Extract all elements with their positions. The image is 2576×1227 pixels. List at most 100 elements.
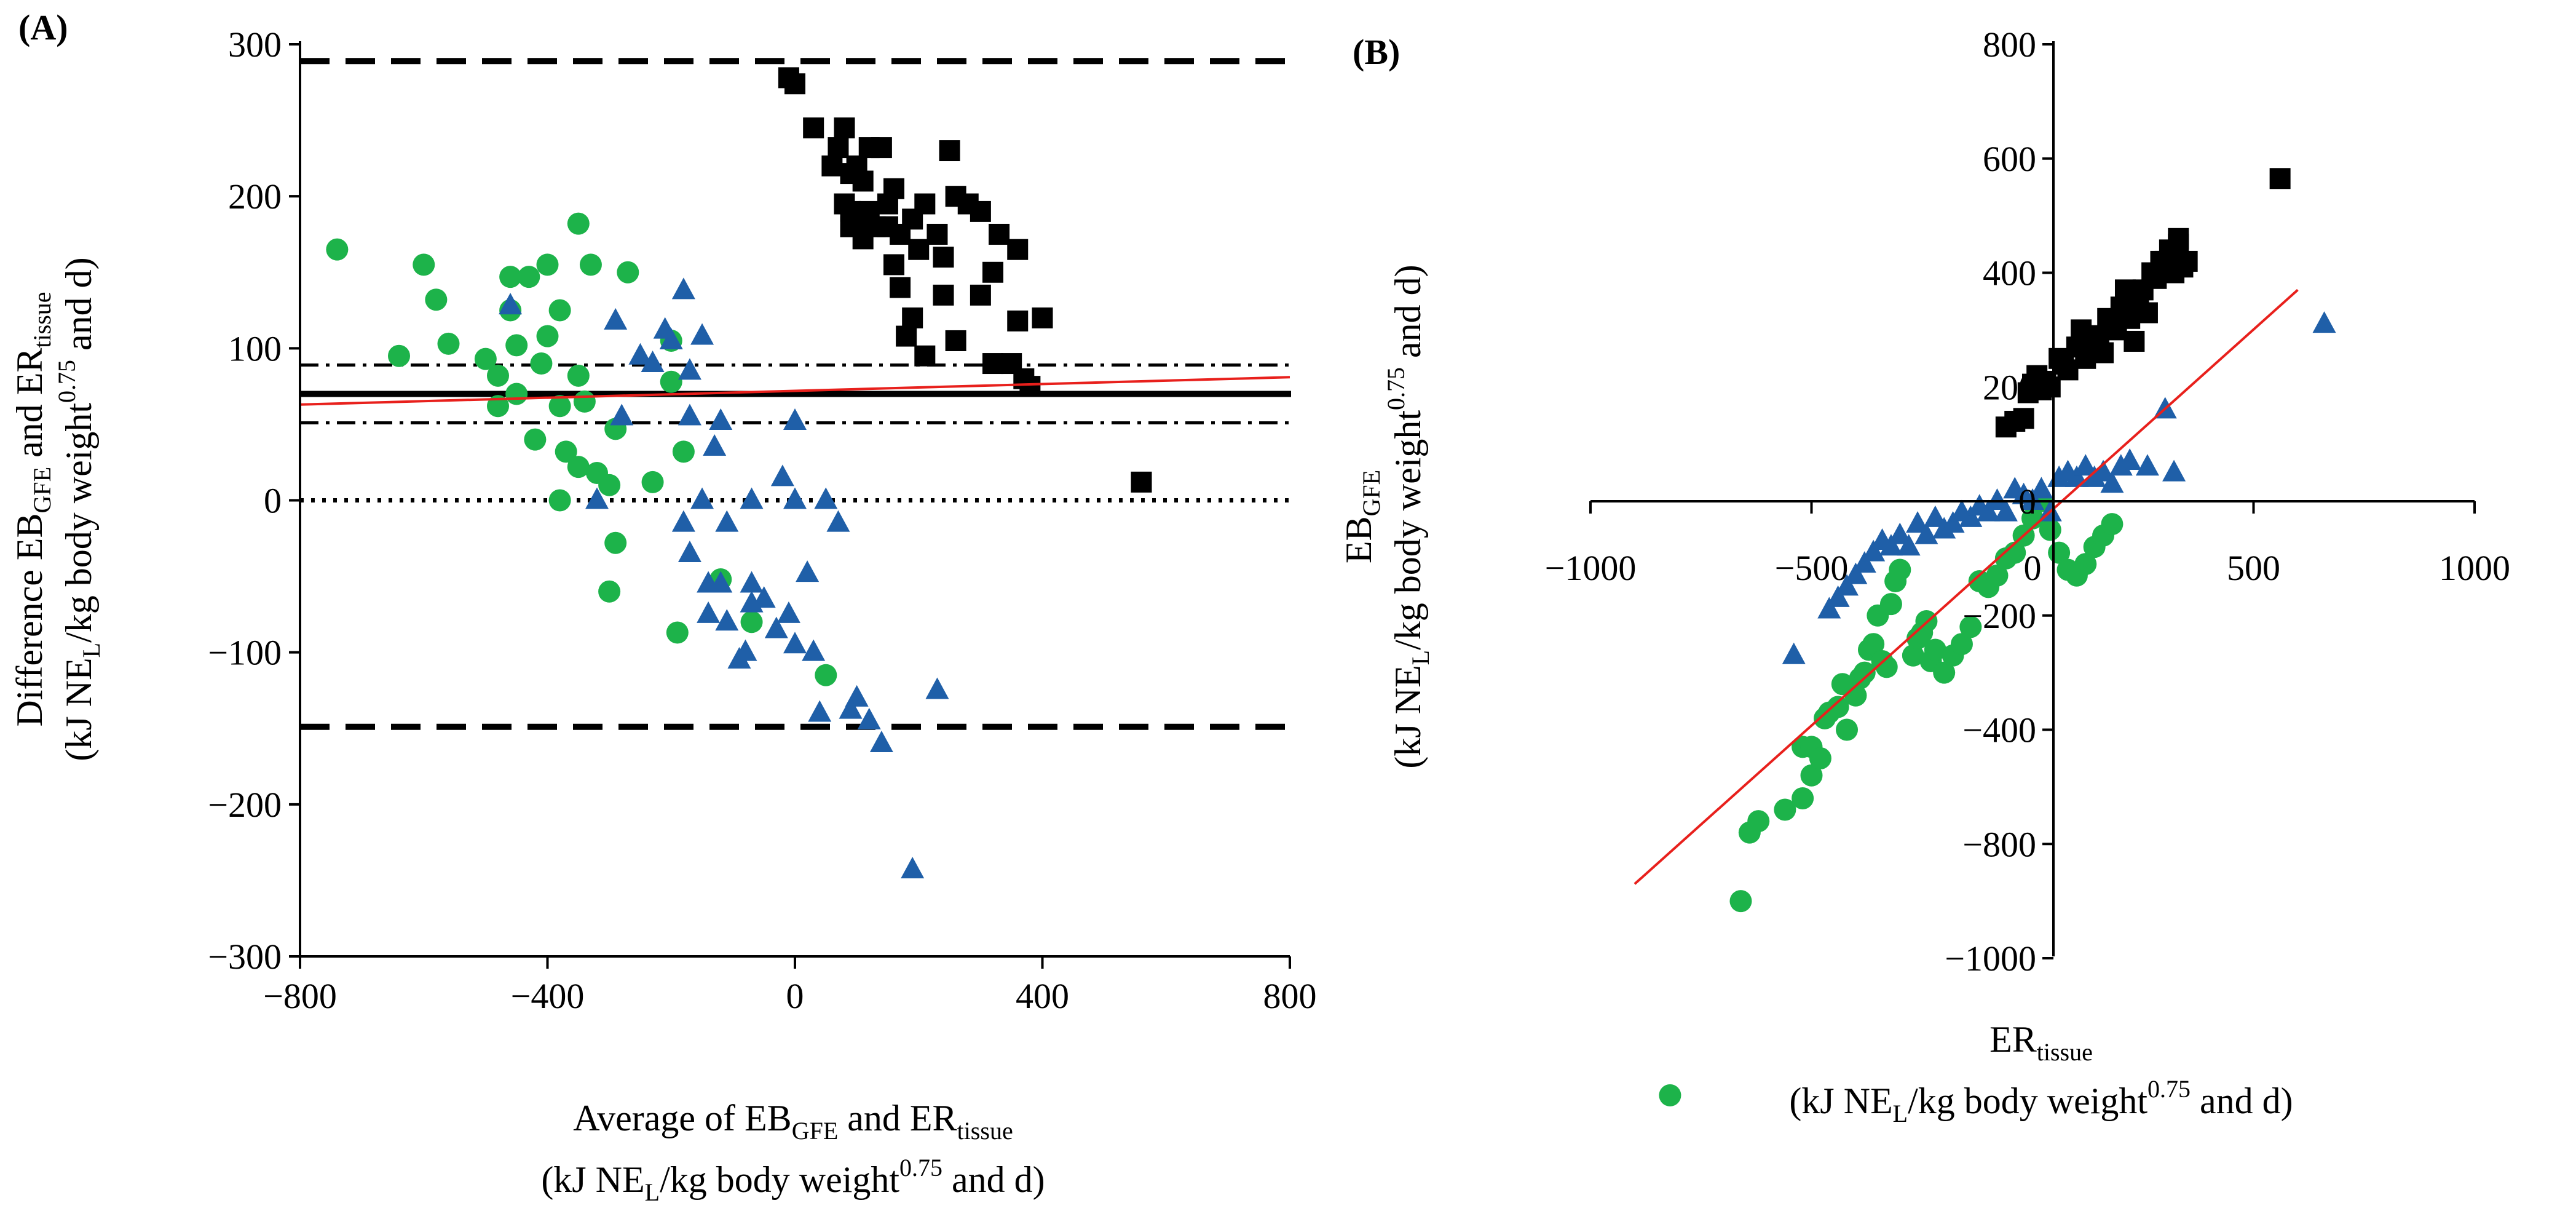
- data-point-black: [939, 140, 960, 162]
- data-point-blue: [641, 351, 665, 373]
- data-point-blue: [1862, 539, 1886, 562]
- data-point-green: [425, 288, 448, 311]
- data-point-blue: [2092, 459, 2116, 482]
- data-point-green: [474, 347, 497, 370]
- data-point-black: [2168, 234, 2189, 255]
- x-tick-label: 500: [2227, 548, 2280, 588]
- x-tick-label: 0: [2024, 548, 2042, 588]
- data-point-black: [902, 208, 923, 230]
- x-tick-label: −400: [511, 976, 585, 1016]
- data-point-black: [1131, 471, 1152, 493]
- data-point-blue: [839, 697, 863, 719]
- data-point-green: [567, 364, 590, 387]
- y-tick-label: 600: [1983, 139, 2036, 179]
- data-point-blue: [1888, 522, 1912, 544]
- data-point-green: [1659, 1084, 1681, 1106]
- panel-b-points: [1659, 168, 2336, 1106]
- data-point-green: [388, 344, 410, 367]
- data-point-green: [567, 456, 590, 478]
- y-tick-label: 800: [1983, 25, 2036, 65]
- panel-a-regression: [299, 376, 1290, 406]
- data-point-blue: [783, 632, 807, 654]
- data-point-blue: [690, 487, 714, 509]
- data-point-blue: [709, 408, 733, 430]
- data-point-green: [579, 253, 602, 276]
- data-point-green: [1836, 718, 1859, 741]
- data-point-blue: [764, 616, 788, 638]
- data-point-blue: [1844, 562, 1868, 584]
- data-point-blue: [678, 403, 701, 426]
- y-tick-label: 0: [2018, 482, 2036, 522]
- data-point-blue: [2135, 454, 2159, 476]
- data-point-black: [852, 170, 874, 192]
- data-point-green: [505, 334, 528, 357]
- data-point-green: [567, 212, 590, 235]
- data-point-blue: [671, 277, 695, 300]
- data-point-green: [1889, 558, 1911, 581]
- data-point-green: [2039, 518, 2061, 541]
- data-point-green: [666, 621, 689, 644]
- data-point-blue: [678, 358, 701, 380]
- data-point-blue: [1906, 511, 1930, 533]
- data-point-black: [2093, 342, 2114, 363]
- data-point-green: [1792, 787, 1814, 809]
- data-point-black: [1019, 376, 1041, 397]
- data-point-blue: [2100, 471, 2124, 493]
- y-tick-label: −800: [1962, 824, 2036, 864]
- data-point-green: [1986, 564, 2009, 587]
- data-point-blue: [604, 308, 628, 330]
- data-point-blue: [715, 510, 739, 532]
- data-point-green: [548, 299, 571, 322]
- panel-a: (A) −800 −400 0 400 800 300 200 100 0 −100 −200 −3…: [9, 7, 1317, 1206]
- data-point-green: [672, 440, 695, 463]
- panel-b-xlabel-line2: (kJ NEL/kg body weight0.75 and d): [1789, 1075, 2293, 1127]
- data-point-blue: [585, 487, 609, 509]
- data-point-black: [2013, 408, 2034, 429]
- data-point-blue: [1985, 488, 2009, 510]
- data-point-blue: [1941, 511, 1965, 533]
- data-point-blue: [2162, 459, 2186, 482]
- data-point-blue: [628, 343, 652, 365]
- data-point-blue: [1959, 505, 1983, 527]
- data-point-blue: [690, 323, 714, 345]
- data-point-green: [598, 474, 621, 496]
- data-point-blue: [1835, 574, 1859, 596]
- data-point-black: [982, 261, 1003, 283]
- x-tick-label: 400: [1016, 976, 1069, 1016]
- data-point-green: [598, 580, 621, 603]
- panel-b-y-ticks: 800 600 400 200 0 −200 −400 −800 −1000: [1945, 25, 2053, 979]
- data-point-green: [740, 611, 763, 633]
- y-tick-label: −300: [208, 937, 282, 977]
- data-point-black: [890, 277, 911, 298]
- data-point-blue: [901, 857, 925, 879]
- data-point-blue: [1914, 522, 1938, 544]
- data-point-blue: [752, 586, 776, 608]
- data-point-green: [2101, 513, 2124, 536]
- y-tick-label: −200: [1962, 596, 2036, 636]
- data-point-blue: [2312, 311, 2336, 333]
- data-point-green: [1959, 616, 1982, 638]
- data-point-green: [413, 253, 435, 276]
- data-point-blue: [2029, 477, 2053, 499]
- data-point-blue: [808, 700, 832, 722]
- data-point-blue: [1994, 499, 2018, 522]
- data-point-blue: [814, 487, 838, 509]
- data-point-blue: [678, 541, 701, 563]
- data-point-green: [326, 238, 349, 261]
- panel-b-xlabel-line1: ERtissue: [1989, 1019, 2093, 1066]
- data-point-green: [1774, 798, 1796, 821]
- panel-a-points: [326, 67, 1152, 879]
- data-point-black: [896, 325, 917, 347]
- data-point-blue: [826, 510, 850, 532]
- data-point-black: [933, 247, 954, 268]
- data-point-black: [803, 117, 824, 138]
- data-point-blue: [783, 408, 807, 430]
- data-point-blue: [1923, 505, 1947, 527]
- data-point-green: [1902, 644, 1924, 667]
- data-point-black: [908, 239, 930, 260]
- x-tick-label: −1000: [1545, 548, 1637, 588]
- data-point-blue: [1852, 551, 1876, 573]
- data-point-blue: [703, 434, 727, 456]
- y-tick-label: 0: [264, 481, 282, 521]
- data-point-black: [840, 216, 861, 237]
